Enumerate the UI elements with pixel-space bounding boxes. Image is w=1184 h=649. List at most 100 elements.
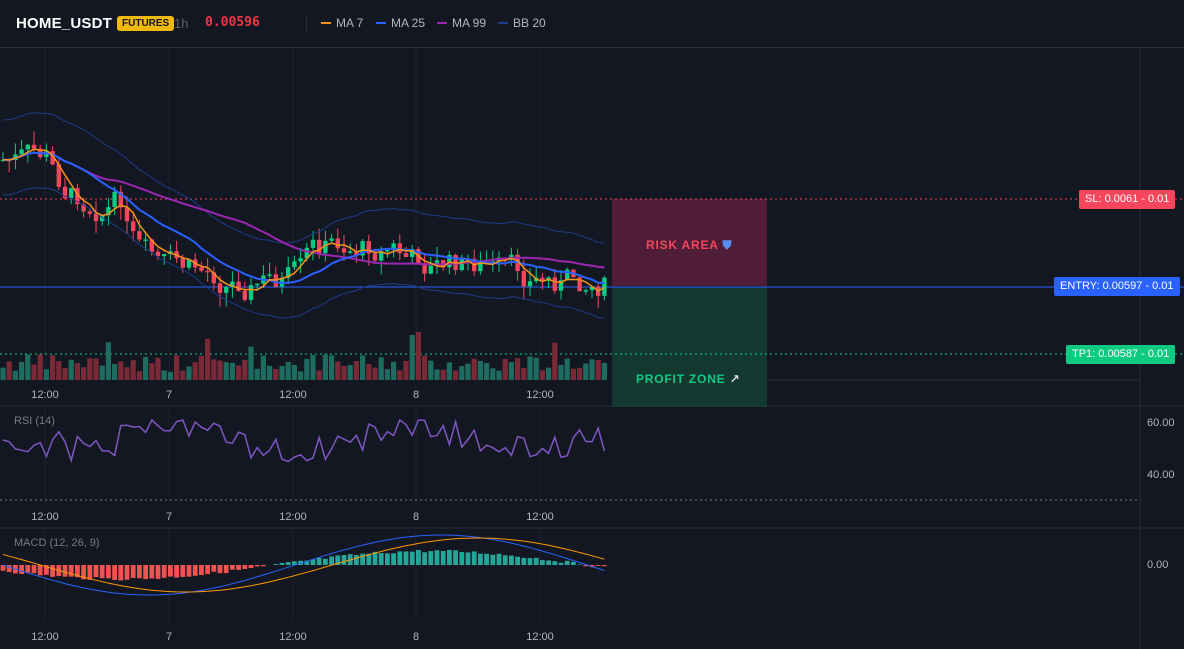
candle-body: [199, 267, 204, 271]
volume-bar: [211, 359, 217, 380]
macd-histogram-bar: [521, 557, 527, 565]
candle-body: [552, 277, 557, 291]
legend-bb20-label: BB 20: [513, 16, 546, 30]
macd-histogram-bar: [391, 553, 396, 565]
candle-body: [583, 290, 588, 292]
volume-bar: [477, 360, 483, 380]
risk-area-label: RISK AREA ⛊: [646, 238, 733, 252]
macd-histogram-bar: [93, 565, 99, 578]
chart-header: HOME_USDT FUTURES 1h 0.00596 MA 7 MA 25 …: [0, 0, 1184, 48]
macd-histogram-bar: [316, 557, 322, 565]
macd-histogram-bar: [595, 565, 601, 566]
macd-histogram-bar: [546, 560, 551, 565]
volume-bar: [335, 361, 341, 380]
volume-bar: [229, 362, 235, 380]
macd-histogram-bar: [478, 553, 483, 565]
macd-histogram-bar: [453, 550, 458, 565]
macd-histogram-bar: [137, 565, 142, 579]
volume-bar: [56, 361, 62, 380]
candle-body: [478, 262, 483, 272]
volume-bar: [149, 363, 155, 380]
ma99-line: [2, 151, 605, 269]
macd-histogram-bar: [230, 565, 235, 570]
macd-histogram-bar: [552, 561, 558, 565]
macd-histogram-bar: [583, 565, 589, 567]
macd-histogram-bar: [279, 563, 285, 565]
volume-bar: [310, 354, 316, 380]
tp1-level-tag[interactable]: TP1: 0.00587 - 0.01: [1066, 345, 1176, 364]
x-tick: 8: [412, 389, 420, 401]
candle-body: [459, 259, 464, 270]
x-tick: 12:00: [279, 511, 307, 523]
volume-bar: [87, 358, 93, 380]
entry-level-tag[interactable]: ENTRY: 0.00597 - 0.01: [1054, 277, 1180, 296]
legend-bb20[interactable]: BB 20: [498, 16, 546, 30]
legend-ma25[interactable]: MA 25: [376, 16, 425, 30]
macd-histogram-bar: [602, 565, 607, 567]
candle-body: [186, 259, 192, 268]
volume-bar: [74, 363, 80, 380]
volume-bar: [453, 370, 459, 380]
candle-body: [527, 281, 533, 287]
candle-body: [248, 285, 254, 300]
profit-zone-label: PROFIT ZONE ↗: [636, 372, 741, 386]
symbol-name[interactable]: HOME_USDT: [16, 15, 112, 32]
volume-bar: [372, 367, 378, 380]
candle-body: [385, 250, 390, 252]
macd-histogram-bar: [484, 553, 489, 565]
candle-body: [56, 164, 61, 187]
x-tick: 8: [412, 511, 420, 523]
macd-histogram-bar: [465, 552, 471, 565]
macd-histogram-bar: [416, 550, 421, 565]
macd-histogram-bar: [310, 559, 316, 565]
candle-body: [348, 251, 353, 253]
legend-ma7-label: MA 7: [336, 16, 364, 30]
x-tick: 7: [165, 389, 173, 401]
candle-body: [224, 286, 229, 293]
macd-histogram-bar: [459, 552, 465, 565]
volume-bar: [446, 362, 452, 380]
macd-histogram-bar: [403, 551, 409, 565]
macd-histogram-bar: [19, 565, 24, 574]
timeframe-label[interactable]: 1h: [174, 16, 189, 31]
volume-bar: [366, 364, 372, 380]
volume-bar: [397, 370, 403, 380]
candle-body: [428, 265, 433, 274]
macd-histogram-bar: [447, 549, 452, 565]
candle-body: [217, 283, 223, 293]
volume-bar: [341, 365, 347, 380]
volume-bar: [502, 358, 508, 380]
candle-body: [286, 267, 291, 278]
legend-ma7[interactable]: MA 7: [321, 16, 363, 30]
volume-bar: [471, 358, 477, 380]
candle-body: [397, 243, 402, 254]
macd-histogram-bar: [75, 565, 80, 578]
candle-body: [366, 241, 371, 254]
volume-bar: [577, 367, 583, 380]
macd-histogram-bar: [106, 565, 111, 579]
macd-histogram-bar: [112, 565, 117, 580]
macd-histogram-bar: [87, 565, 93, 580]
macd-histogram-bar: [254, 565, 260, 567]
volume-bar: [118, 361, 124, 380]
macd-histogram-bar: [540, 560, 545, 565]
macd-histogram-bar: [533, 557, 539, 565]
macd-histogram-bar: [577, 564, 582, 565]
macd-histogram-bar: [124, 565, 130, 580]
candle-body: [521, 270, 526, 287]
candle-body: [81, 204, 86, 212]
candle-body: [87, 211, 92, 214]
macd-histogram-bar: [199, 565, 204, 576]
macd-histogram-bar: [192, 565, 198, 576]
macd-histogram-bar: [366, 553, 372, 565]
macd-histogram-bar: [205, 565, 210, 575]
candle-body: [391, 243, 396, 251]
volume-bar: [490, 368, 496, 380]
sl-level-tag[interactable]: SL: 0.0061 - 0.01: [1079, 190, 1176, 209]
candle-body: [335, 238, 340, 249]
x-tick: 7: [165, 631, 173, 643]
legend-ma99[interactable]: MA 99: [437, 16, 486, 30]
x-tick: 7: [165, 511, 173, 523]
ma25-line: [2, 151, 605, 285]
